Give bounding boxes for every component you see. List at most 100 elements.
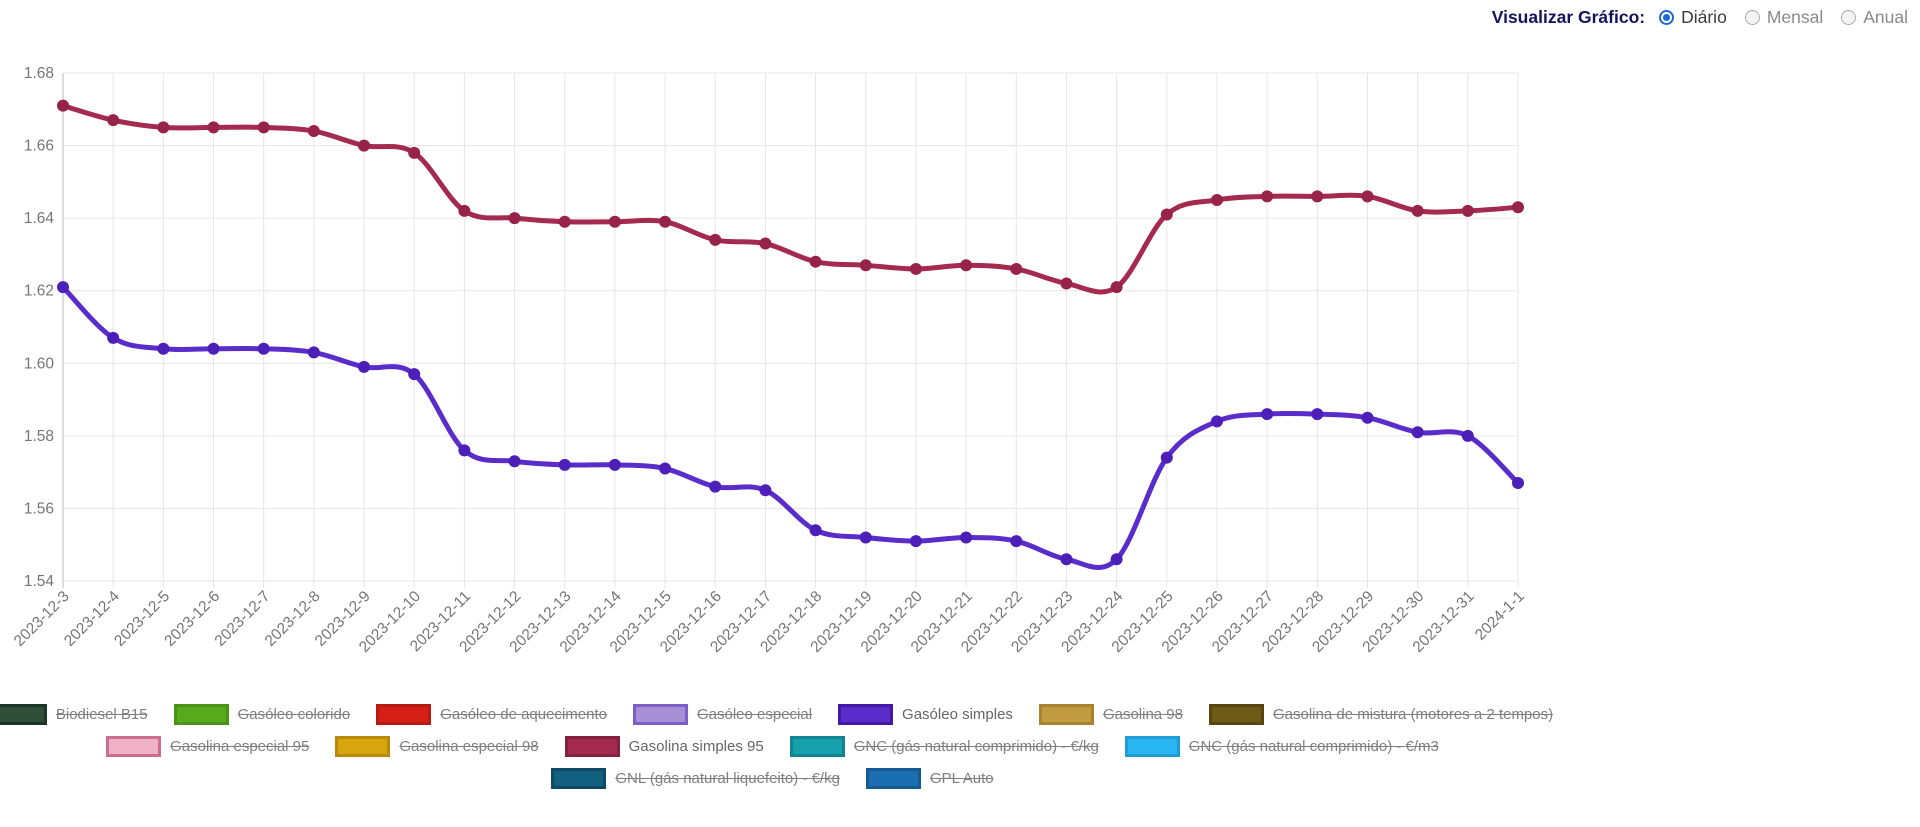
- svg-text:1.64: 1.64: [24, 210, 55, 227]
- data-point: [1060, 277, 1073, 290]
- series-line: [60, 284, 1521, 570]
- data-point: [809, 524, 822, 537]
- y-axis-labels: 1.54 1.56 1.58 1.60 1.62 1.64 1.66 1.68: [24, 65, 55, 590]
- legend-item-gasolina-especial-95[interactable]: Gasolina especial 95: [106, 736, 309, 757]
- data-point: [859, 531, 872, 544]
- data-point: [458, 444, 471, 457]
- data-point: [558, 458, 571, 471]
- data-point: [1010, 262, 1023, 275]
- data-point: [157, 121, 170, 134]
- legend-label: Gasolina especial 95: [170, 738, 310, 755]
- chart-legend: Biodiesel B15 Gasóleo colorido Gasóleo de …: [0, 704, 1553, 800]
- data-point: [1361, 190, 1374, 203]
- data-point: [1261, 408, 1274, 421]
- svg-text:1.66: 1.66: [24, 138, 54, 155]
- data-point: [1461, 204, 1474, 217]
- legend-item-gasolina-simples-95[interactable]: Gasolina simples 95: [564, 736, 764, 757]
- data-point: [859, 259, 872, 272]
- legend-label: GNC (gás natural comprimido) - €/m3: [1188, 738, 1439, 755]
- legend-item-gasoleo-de-aquecimento[interactable]: Gasóleo de aquecimento: [376, 704, 607, 725]
- radio-group: Diário Mensal Anual: [1659, 7, 1908, 28]
- data-point: [508, 455, 521, 468]
- data-point: [659, 462, 672, 475]
- svg-text:1.68: 1.68: [24, 65, 54, 82]
- legend-item-gasoleo-simples[interactable]: Gasóleo simples: [838, 704, 1013, 725]
- data-point: [709, 233, 722, 246]
- data-point: [307, 125, 320, 138]
- radio-icon[interactable]: [1659, 10, 1675, 25]
- radio-label: Mensal: [1766, 7, 1824, 27]
- data-point: [1110, 553, 1123, 566]
- data-point: [358, 139, 371, 152]
- svg-text:2024-1-1: 2024-1-1: [1472, 588, 1528, 644]
- radio-label: Anual: [1863, 7, 1908, 27]
- data-point: [1160, 208, 1173, 221]
- legend-swatch: [865, 768, 921, 789]
- data-point: [107, 331, 120, 344]
- legend-label: Gasóleo especial: [696, 706, 813, 723]
- radio-option-mensal[interactable]: Mensal: [1744, 7, 1824, 28]
- data-point: [57, 281, 69, 294]
- data-point: [1010, 535, 1023, 548]
- data-point: [1361, 411, 1374, 424]
- legend-swatch: [564, 736, 620, 757]
- data-point: [358, 360, 371, 373]
- radio-option-anual[interactable]: Anual: [1841, 7, 1908, 28]
- legend-swatch: [173, 704, 229, 725]
- data-point: [960, 531, 973, 544]
- data-point: [1512, 201, 1524, 214]
- radio-label: Diário: [1681, 7, 1727, 27]
- legend-label: Gasolina simples 95: [628, 738, 764, 755]
- data-point: [458, 204, 471, 217]
- radio-icon[interactable]: [1841, 10, 1857, 25]
- legend-item-gnc-gas-natural-comprimido-m3[interactable]: GNC (gás natural comprimido) - €/m3: [1124, 736, 1439, 757]
- legend-label: Gasóleo simples: [902, 706, 1013, 723]
- legend-label: Gasóleo de aquecimento: [440, 706, 607, 723]
- legend-swatch: [106, 736, 162, 757]
- data-point: [207, 342, 220, 355]
- data-point: [408, 146, 421, 159]
- data-point: [1060, 553, 1073, 566]
- legend-swatch: [335, 736, 391, 757]
- legend-label: Gasolina 98: [1102, 706, 1183, 723]
- legend-item-gasolina-especial-98[interactable]: Gasolina especial 98: [335, 736, 539, 757]
- chart-canvas[interactable]: 1.54 1.56 1.58 1.60 1.62 1.64 1.66 1.68 2023-12-…: [0, 0, 1545, 700]
- x-axis-labels: 2023-12-32023-12-42023-12-52023-12-62023…: [11, 588, 1528, 656]
- series-gasoleo-simples[interactable]: [57, 281, 1524, 570]
- svg-text:1.54: 1.54: [24, 573, 55, 590]
- legend-row: Gasolina especial 95 Gasolina especial 98…: [0, 736, 1545, 757]
- data-point: [1261, 190, 1274, 203]
- radio-option-diario[interactable]: Diário: [1659, 7, 1727, 28]
- data-point: [608, 458, 621, 471]
- data-point: [1210, 415, 1223, 428]
- legend-item-gasoleo-colorido[interactable]: Gasóleo colorido: [173, 704, 350, 725]
- data-point: [1160, 451, 1173, 464]
- legend-item-gnl-gas-natural-liquefeito-kg[interactable]: GNL (gás natural liquefeito) - €/kg: [551, 768, 840, 789]
- legend-swatch: [376, 704, 432, 725]
- data-point: [909, 262, 922, 275]
- legend-label: GNC (gás natural comprimido) - €/kg: [853, 738, 1099, 755]
- svg-text:1.62: 1.62: [24, 283, 54, 300]
- legend-item-gnc-gas-natural-comprimido-kg[interactable]: GNC (gás natural comprimido) - €/kg: [789, 736, 1099, 757]
- data-point: [709, 480, 722, 493]
- legend-item-gpl-auto[interactable]: GPL Auto: [865, 768, 994, 789]
- svg-text:1.56: 1.56: [24, 500, 54, 517]
- svg-text:1.58: 1.58: [24, 428, 54, 445]
- legend-swatch: [789, 736, 845, 757]
- data-point: [1512, 477, 1524, 490]
- legend-swatch: [838, 704, 894, 725]
- data-point: [257, 121, 270, 134]
- legend-item-gasolina-de-mistura-motores-a-2-tempos[interactable]: Gasolina de mistura (motores a 2 tempos): [1209, 704, 1553, 725]
- legend-swatch: [1209, 704, 1264, 725]
- data-point: [307, 346, 320, 359]
- series-gasolina-simples-95[interactable]: [57, 99, 1524, 295]
- radio-icon[interactable]: [1744, 10, 1760, 25]
- data-point: [57, 99, 69, 112]
- controls-label: Visualizar Gráfico:: [1491, 7, 1646, 27]
- data-point: [608, 215, 621, 228]
- data-point: [909, 535, 922, 548]
- legend-item-gasolina-98[interactable]: Gasolina 98: [1038, 704, 1183, 725]
- legend-item-biodiesel-b15[interactable]: Biodiesel B15: [0, 704, 148, 725]
- data-point: [1411, 426, 1424, 439]
- legend-item-gasoleo-especial[interactable]: Gasóleo especial: [632, 704, 813, 725]
